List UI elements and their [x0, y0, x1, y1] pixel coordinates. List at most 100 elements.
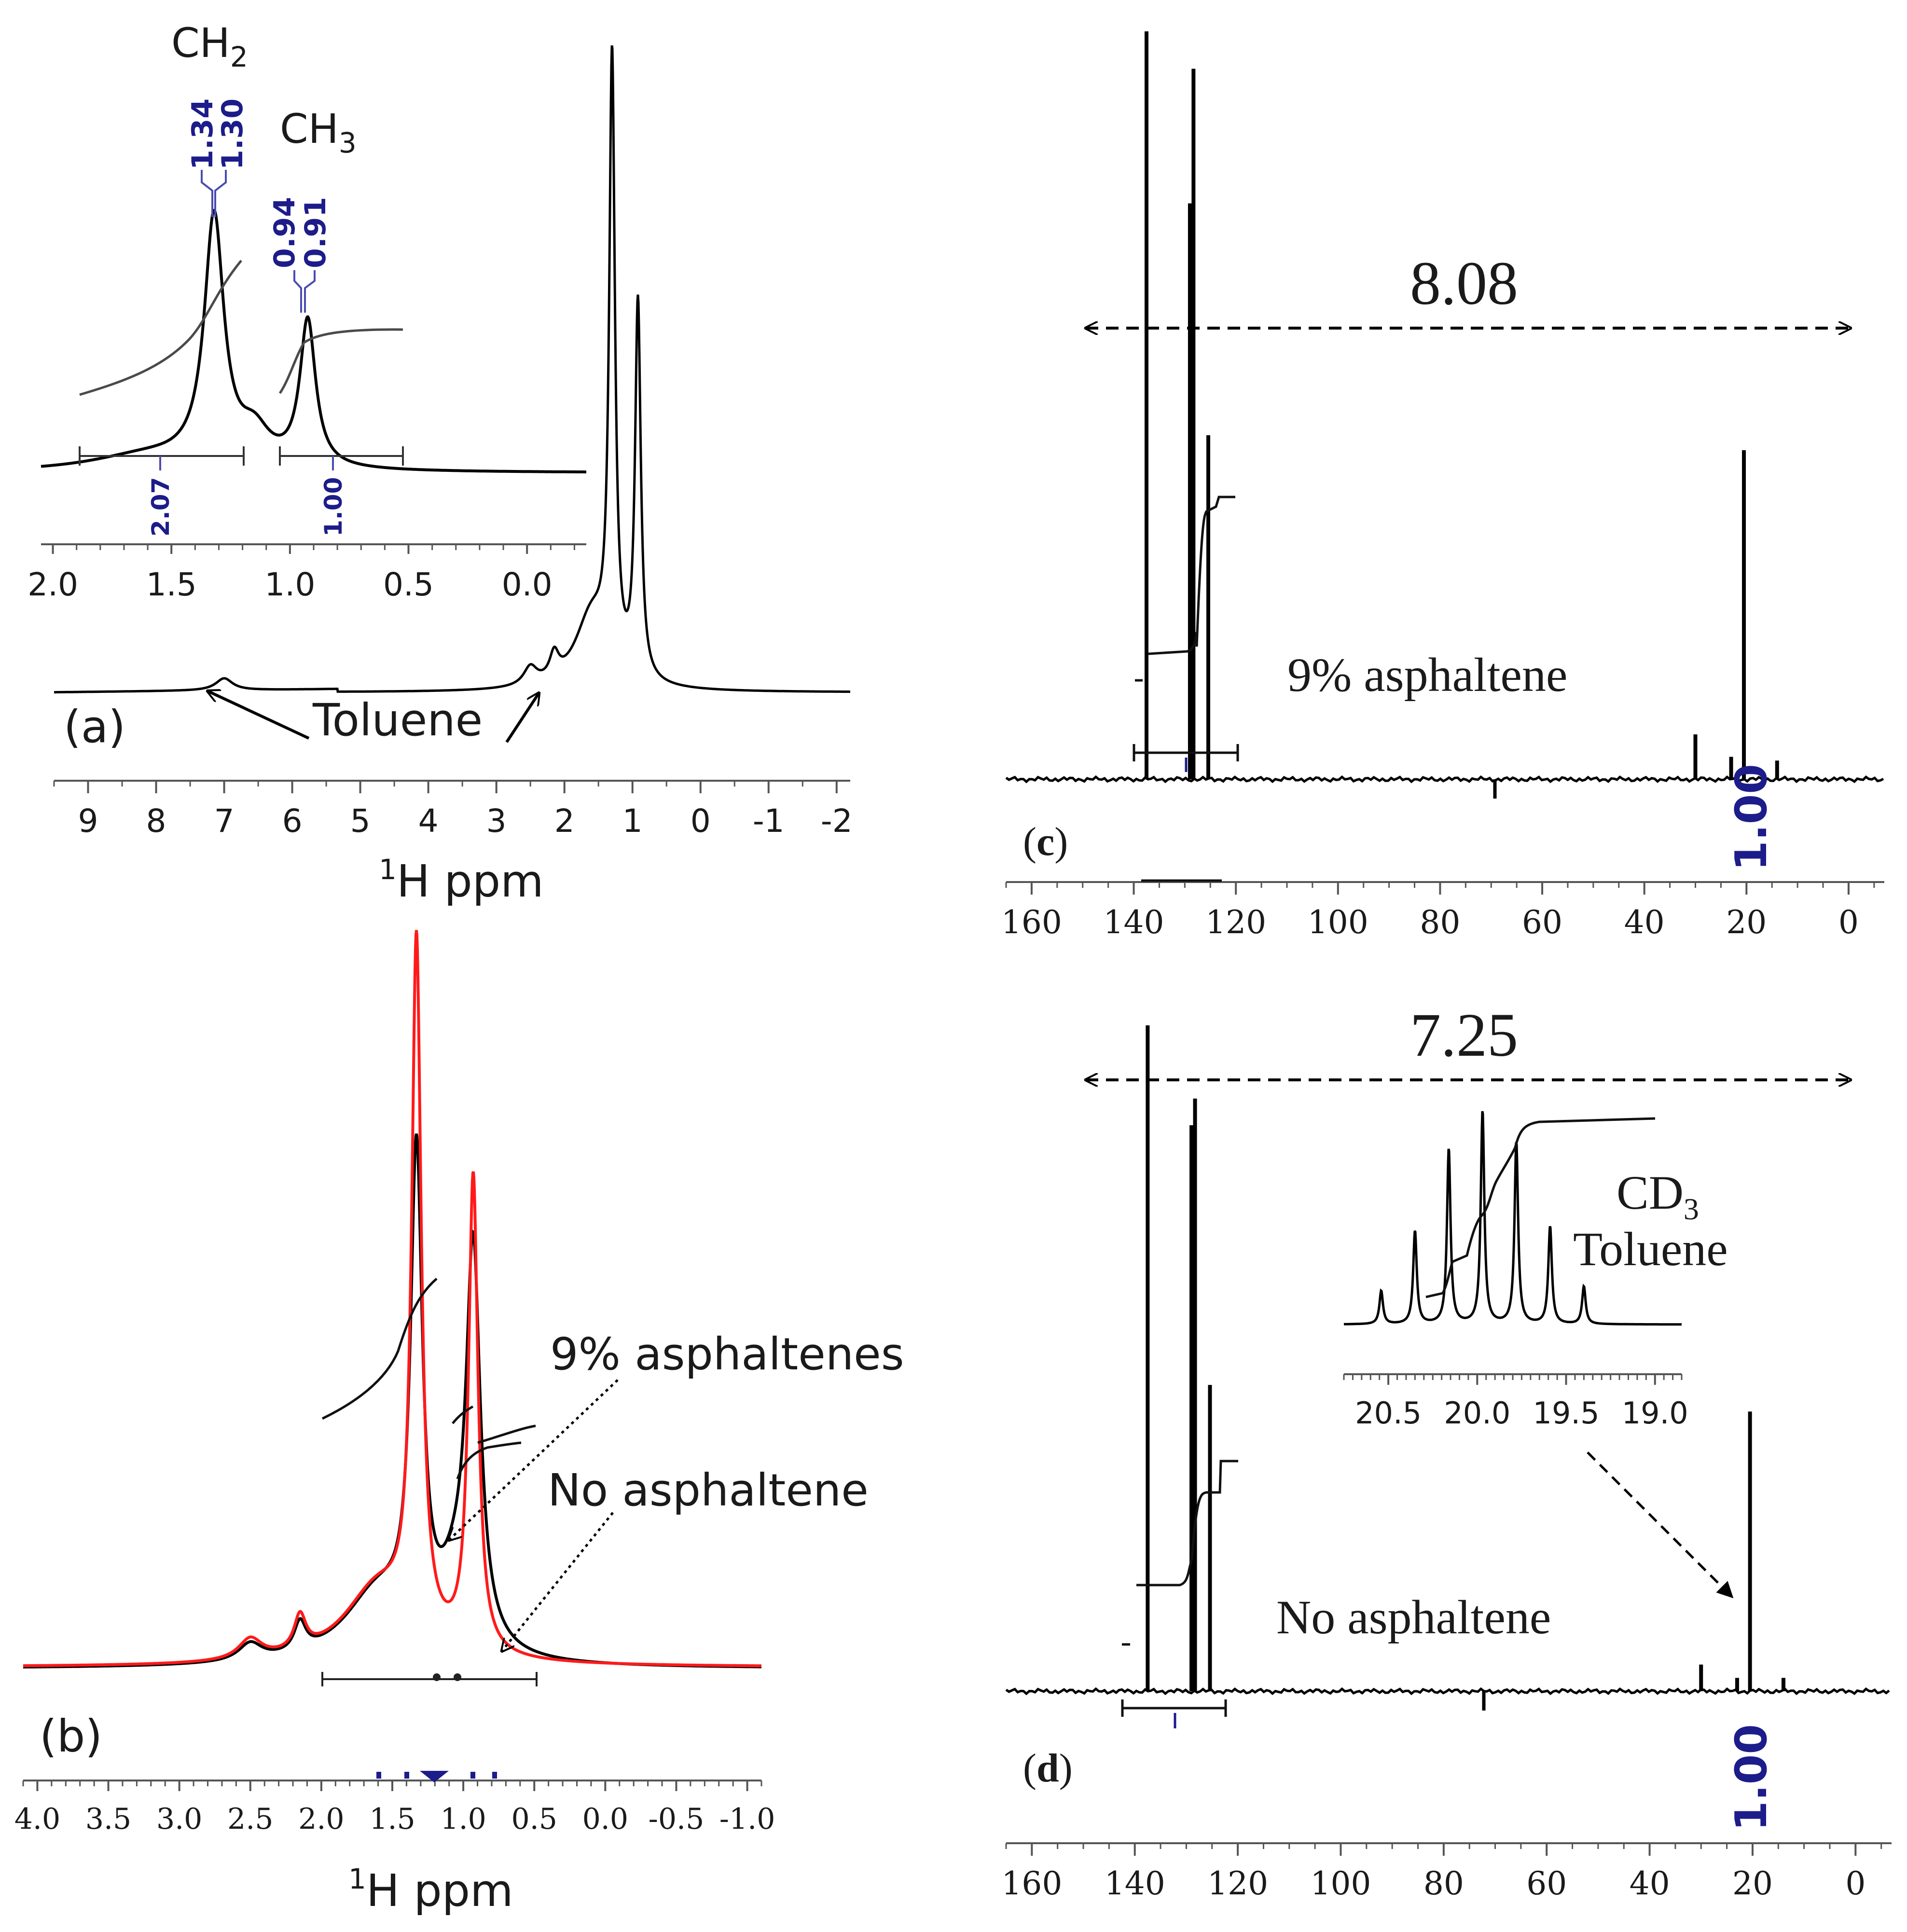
peak-label-0-94: 0.94: [268, 197, 302, 268]
integral-curves: [321, 1278, 536, 1479]
panel-a-main-axis: 9 8 7 6 5 4 3 2 1 0 -1 -2: [53, 780, 853, 840]
panel-b-series-9pct: [23, 1133, 761, 1669]
panel-d-baseline: [1005, 1687, 1890, 1696]
integral-value-1-00: 1.00: [319, 477, 347, 537]
integral-trace-d: [1122, 1460, 1238, 1646]
panel-c-tick-label: 40: [1624, 904, 1665, 941]
ratio-label-c: 8.08: [1410, 249, 1518, 317]
panel-d-tick-label: 60: [1526, 1865, 1567, 1902]
panel-c-tick-label: 120: [1205, 904, 1266, 941]
panel-a-inset-tick-label: 1.5: [146, 566, 197, 603]
panel-b-tick-label: 0.5: [511, 1802, 557, 1836]
panel-b-label: (b): [40, 1711, 102, 1762]
panel-b-axis-title: 1H ppm: [348, 1863, 513, 1917]
integral-range-bar: [321, 1672, 538, 1686]
toluene-label: Toluene: [312, 694, 483, 746]
toluene-inset-label: Toluene: [1573, 1222, 1728, 1276]
integral-brackets: [79, 446, 404, 466]
panel-c-tick-label: 0: [1838, 904, 1859, 941]
panel-d-tick-label: 80: [1423, 1865, 1464, 1902]
integral-curves: [79, 260, 403, 396]
panel-d: 160 140 120 100 80 60 40 20 0 20.5 20.0 19.5 19.0 7…: [1001, 1001, 1892, 1902]
cd3-label: CD3: [1617, 1166, 1699, 1226]
panel-d-tick-label: 100: [1310, 1865, 1371, 1902]
panel-a-tick-label: 2: [554, 802, 575, 840]
panel-a-tick-label: 7: [214, 802, 235, 840]
panel-a-tick-label: -2: [821, 802, 853, 840]
panel-b-tick-label: -0.5: [649, 1802, 705, 1836]
panel-c-label: (c): [1023, 819, 1068, 864]
panel-c-tick-label: 20: [1726, 904, 1767, 941]
panel-d-inset-tick-label: 20.5: [1355, 1395, 1422, 1431]
panel-d-axis: 160 140 120 100 80 60 40 20 0: [1001, 1842, 1892, 1902]
label-no-asphaltene: No asphaltene: [548, 1464, 869, 1516]
panel-a-inset-tick-label: 0.5: [383, 566, 434, 603]
panel-b-tick-label: 3.0: [156, 1802, 202, 1836]
panel-b-trace-none: [23, 930, 761, 1668]
panel-c: 160 140 120 100 80 60 40 20 0 8.08 9% asphaltene…: [1001, 31, 1884, 941]
panel-a-inset-trace: [41, 208, 586, 474]
peak-label-0-91: 0.91: [299, 197, 332, 268]
panel-b: 4.0 3.5 3.0 2.5 2.0 1.5 1.0 0.5 0.0 -0.5 -1.0 9% a…: [14, 930, 904, 1917]
panel-c-tick-label: 160: [1001, 904, 1062, 941]
inset-pointer: [1587, 1451, 1734, 1599]
sample-label-c: 9% asphaltene: [1287, 648, 1567, 702]
panel-a-label: (a): [64, 701, 125, 753]
panel-a-inset-tick-label: 0.0: [502, 566, 553, 603]
panel-d-tick-label: 20: [1732, 1865, 1773, 1902]
panel-a-inset-axis: 2.0 1.5 1.0 0.5 0.0: [28, 543, 586, 603]
panel-d-label: (d): [1023, 1746, 1073, 1791]
panel-a-tick-label: 9: [78, 802, 98, 840]
panel-a-main-spectrum: [54, 45, 850, 694]
panel-c-spectrum: [1005, 31, 1884, 799]
panel-b-tick-label: 0.0: [582, 1802, 628, 1836]
panel-b-tick-label: -1.0: [719, 1802, 775, 1836]
ch2-group-label: CH2: [171, 19, 248, 73]
panel-a-tick-label: 1: [622, 802, 643, 840]
panel-c-axis: 160 140 120 100 80 60 40 20 0: [1001, 881, 1884, 941]
integral-trace-c: [1135, 496, 1235, 682]
sample-label-d: No asphaltene: [1276, 1590, 1551, 1644]
panel-c-tick-label: 80: [1420, 904, 1460, 941]
panel-c-tick-label: 100: [1308, 904, 1368, 941]
panel-a: 2.0 1.5 1.0 0.5 0.0 9 8 7 6 5 4 3 2 1 0 -1 -2 CH2 CH3 1…: [28, 19, 853, 907]
panel-c-tick-label: 60: [1522, 904, 1562, 941]
pointer-no-asphaltene: [502, 1512, 614, 1651]
panel-c-baseline: [1005, 775, 1884, 784]
panel-b-tick-label: 3.5: [85, 1802, 131, 1836]
panel-a-tick-label: 0: [691, 802, 711, 840]
panel-b-trace-9pct: [23, 1133, 761, 1669]
peak-label-1-30: 1.30: [216, 98, 249, 170]
panel-b-tick-label: 4.0: [14, 1802, 60, 1836]
panel-b-tick-label: 1.0: [440, 1802, 486, 1836]
integral-value-2-07: 2.07: [147, 477, 175, 537]
panel-a-tick-label: 8: [146, 802, 166, 840]
label-9pct-asphaltenes: 9% asphaltenes: [550, 1328, 904, 1380]
panel-d-inset-tick-label: 19.5: [1533, 1395, 1600, 1431]
toluene-arrow-right: [505, 693, 539, 743]
ratio-label-d: 7.25: [1410, 1001, 1518, 1069]
integral-value-c: 1.00: [1726, 764, 1777, 871]
panel-a-tick-label: 6: [282, 802, 303, 840]
panel-c-tick-label: 140: [1104, 904, 1164, 941]
panel-b-axis: 4.0 3.5 3.0 2.5 2.0 1.5 1.0 0.5 0.0 -0.5 -1.0: [14, 1780, 775, 1836]
panel-a-trace: [54, 45, 850, 694]
peak-label-1-34: 1.34: [186, 98, 220, 170]
panel-d-spectrum: [1005, 1025, 1890, 1711]
panel-d-tick-label: 140: [1105, 1865, 1165, 1902]
toluene-arrow-left: [207, 691, 310, 740]
panel-a-tick-label: 3: [486, 802, 507, 840]
panel-a-axis-title: 1H ppm: [379, 853, 544, 907]
panel-d-inset-spectrum: [1344, 1111, 1682, 1326]
ch3-group-label: CH3: [280, 105, 357, 159]
pointer-9pct: [449, 1379, 619, 1540]
integral-bracket-d: [1121, 1699, 1227, 1717]
integral-bracket-c: [1133, 744, 1239, 882]
panel-d-inset-integral: [1425, 1117, 1656, 1298]
panel-a-tick-label: 4: [418, 802, 439, 840]
panel-a-inset-spectrum: [41, 208, 586, 474]
panel-d-tick-label: 160: [1001, 1865, 1062, 1902]
peak-pick-brackets: [201, 170, 316, 313]
panel-b-tick-label: 2.5: [227, 1802, 273, 1836]
panel-b-tick-label: 2.0: [298, 1802, 344, 1836]
